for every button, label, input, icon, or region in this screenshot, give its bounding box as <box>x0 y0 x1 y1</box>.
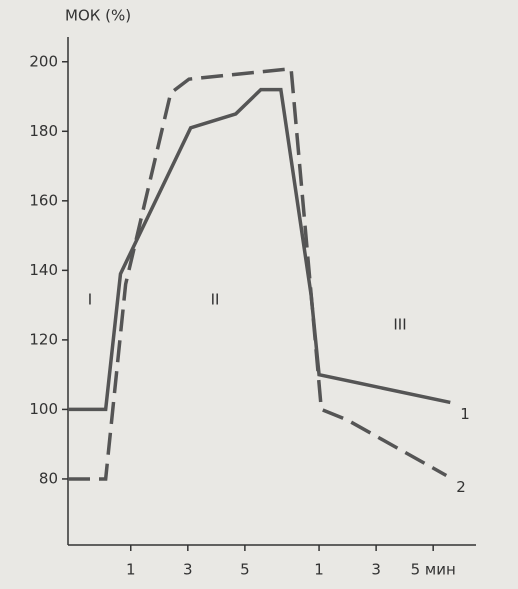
series-line <box>68 66 448 481</box>
series-label: 1 <box>460 405 470 423</box>
phase-label: III <box>393 316 406 334</box>
y-axis-label: МОК (%) <box>65 7 131 25</box>
phase-label: II <box>211 291 220 309</box>
y-tick-label: 80 <box>39 469 58 487</box>
x-tick-label: 1 <box>126 561 136 579</box>
y-tick-label: 120 <box>29 330 58 348</box>
y-tick-label: 200 <box>29 52 58 70</box>
y-tick-label: 100 <box>29 400 58 418</box>
y-tick-label: 160 <box>29 191 58 209</box>
x-tick-label: 1 <box>314 561 324 579</box>
y-tick-label: 140 <box>29 261 58 279</box>
phase-label: I <box>88 291 92 309</box>
x-tick-label: 3 <box>183 561 193 579</box>
series-line <box>68 87 451 412</box>
series-label: 2 <box>456 478 466 496</box>
x-tick-label: 3 <box>371 561 381 579</box>
y-tick-label: 180 <box>29 122 58 140</box>
x-tick-label: 5 мин <box>411 561 456 579</box>
x-tick-label: 5 <box>240 561 250 579</box>
